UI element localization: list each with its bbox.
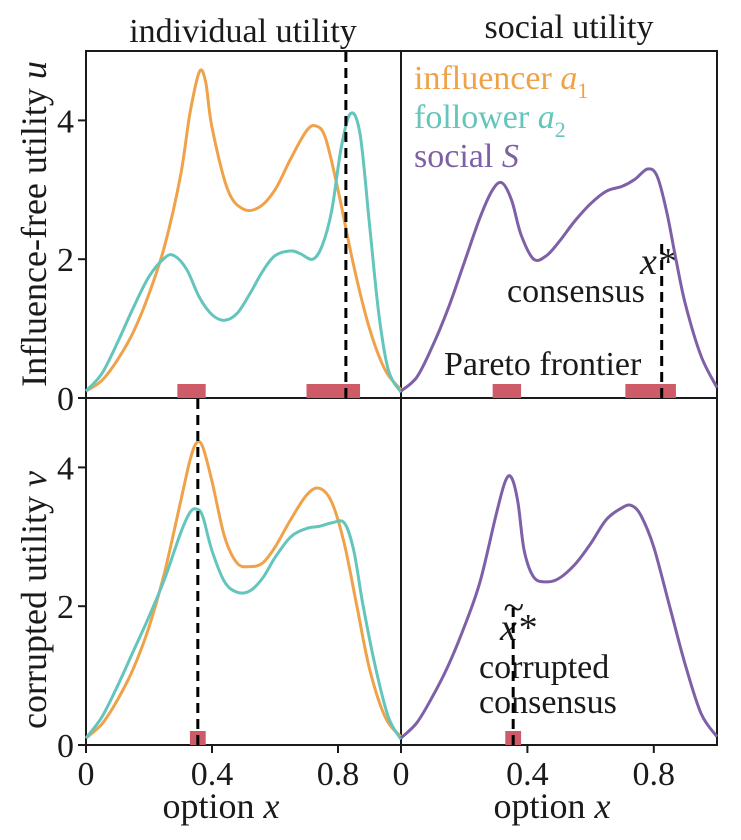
legend-influencer: influencer a1 bbox=[414, 60, 588, 103]
series-line-follower-bottom-left bbox=[84, 507, 403, 741]
pareto-bar-top-left-1 bbox=[306, 384, 361, 398]
series-line-follower-top-left bbox=[84, 111, 403, 394]
pareto-bar-top-left-0 bbox=[177, 384, 206, 398]
xtick-label-bottom-right-2: 0.8 bbox=[633, 756, 676, 793]
xtick-label-bottom-left-1: 0.4 bbox=[191, 756, 234, 793]
ytick-label-top-left-1: 2 bbox=[57, 242, 74, 279]
xtick-label-bottom-left-2: 0.8 bbox=[317, 756, 360, 793]
ytick-label-top-left-0: 0 bbox=[57, 381, 74, 418]
ytick-label-bottom-left-2: 4 bbox=[57, 450, 74, 487]
ytick-label-bottom-left-0: 0 bbox=[57, 728, 74, 765]
series-line-influencer-top-left bbox=[85, 68, 403, 393]
legend-social: social S bbox=[414, 138, 519, 175]
title-individual-utility: individual utility bbox=[129, 13, 357, 50]
ylabel-influence-free-utility: Influence-free utility u bbox=[14, 61, 54, 387]
title-social-utility: social utility bbox=[484, 9, 653, 46]
annotation-corrupted: corrupted bbox=[479, 649, 609, 686]
pareto-bar-top-right-1 bbox=[625, 384, 676, 398]
panel-frame-bottom-right bbox=[400, 397, 718, 746]
annotation-consensus: consensus bbox=[507, 273, 645, 310]
xtick-label-bottom-left-0: 0 bbox=[78, 756, 95, 793]
annotation-corrupted-x-star: x* bbox=[499, 607, 536, 649]
annotation-x-star: x* bbox=[639, 241, 676, 283]
xtick-label-bottom-right-0: 0 bbox=[393, 756, 410, 793]
legend-follower: follower a2 bbox=[414, 99, 566, 142]
panel-frame-bottom-left bbox=[85, 397, 402, 746]
xlabel-option-right: option x bbox=[494, 786, 611, 826]
pareto-bar-top-right-0 bbox=[492, 384, 522, 398]
annotation-corrupted-consensus: consensus bbox=[479, 684, 617, 721]
series-line-social-top-right bbox=[399, 167, 719, 393]
panel-frame-top-left bbox=[85, 50, 402, 399]
series-line-social-bottom-right bbox=[399, 474, 719, 740]
xtick-label-bottom-right-1: 0.4 bbox=[506, 756, 549, 793]
annotation-pareto-frontier: Pareto frontier bbox=[444, 346, 642, 383]
xlabel-option-left: option x bbox=[163, 786, 280, 826]
ylabel-corrupted-utility: corrupted utility v bbox=[14, 471, 54, 729]
chart-marks: 0 2 4 0 2 4 0 0.4 0.8 0 0.4 0.8 bbox=[57, 51, 719, 793]
ytick-label-top-left-2: 4 bbox=[57, 103, 74, 140]
ytick-label-bottom-left-1: 2 bbox=[57, 589, 74, 626]
series-line-influencer-bottom-left bbox=[84, 440, 403, 740]
